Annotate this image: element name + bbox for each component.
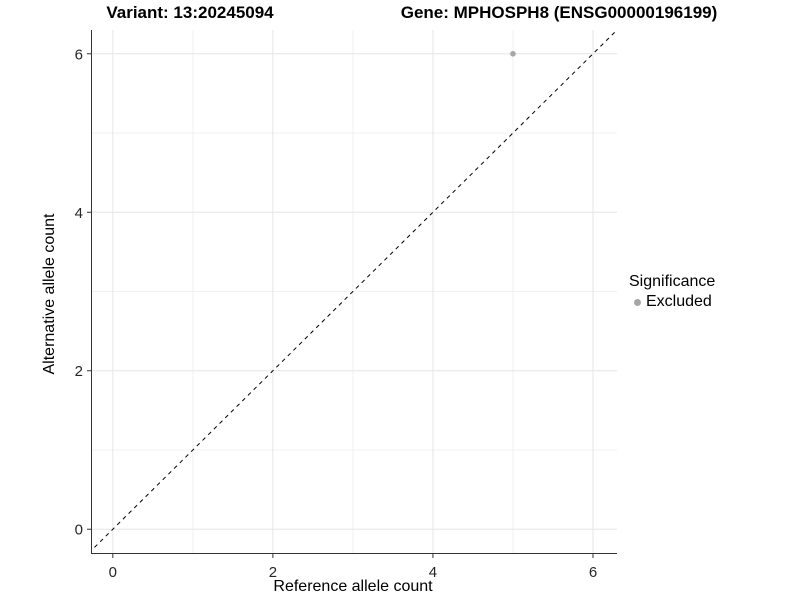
x-axis-title: Reference allele count xyxy=(273,578,433,595)
legend-entry-excluded: Excluded xyxy=(629,293,715,311)
legend-entry-label: Excluded xyxy=(646,293,712,310)
identity-dashed-line xyxy=(92,30,617,551)
y-tick-label: 4 xyxy=(75,205,83,222)
x-tick-label: 2 xyxy=(269,564,277,581)
plot-title-gene: Gene: MPHOSPH8 (ENSG00000196199) xyxy=(400,3,718,22)
legend-point-icon xyxy=(634,298,641,306)
y-axis-title: Alternative allele count xyxy=(41,213,58,375)
y-tick-label: 6 xyxy=(75,46,83,63)
data-point xyxy=(510,50,516,57)
y-tick-label: 0 xyxy=(75,522,83,539)
x-tick-label: 0 xyxy=(109,564,117,581)
legend-title: Significance xyxy=(629,273,716,290)
legend: Significance Excluded xyxy=(629,272,715,311)
x-tick-label: 6 xyxy=(589,564,597,581)
plot-title-variant: Variant: 13:20245094 xyxy=(106,3,274,22)
y-tick-label: 2 xyxy=(75,363,83,380)
x-tick-label: 4 xyxy=(429,564,437,581)
